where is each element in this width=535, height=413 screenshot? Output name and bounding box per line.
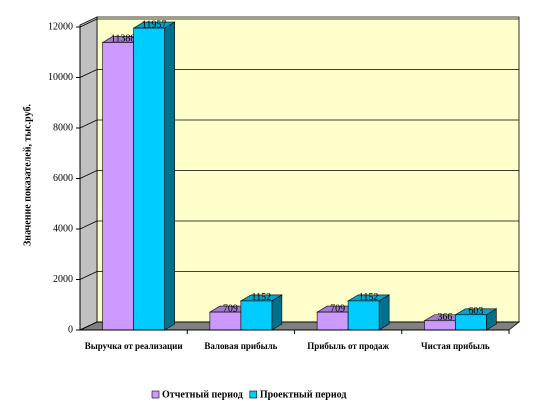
bar-side	[164, 21, 175, 331]
bar	[240, 300, 273, 331]
x-tick-label: Прибыль от продаж	[307, 341, 390, 351]
y-tick-label: 0	[68, 324, 73, 335]
data-label: 11957	[142, 19, 167, 30]
x-tick-label: Чистая прибыль	[421, 341, 490, 351]
bar	[102, 42, 134, 331]
bar	[133, 27, 165, 331]
data-label: 603	[468, 306, 483, 317]
bar	[316, 311, 349, 331]
y-axis-title: Значение показателей, тыс.руб.	[22, 104, 33, 246]
grid-line	[79, 170, 98, 179]
data-label: 11388	[111, 34, 136, 45]
data-label: 1152	[359, 292, 379, 303]
grid-line	[79, 119, 98, 129]
grid-line	[79, 69, 98, 78]
x-tick-label: Валовая прибыль	[204, 341, 278, 351]
grid-line	[79, 18, 98, 28]
bar	[347, 300, 380, 331]
y-tick-label: 10000	[48, 72, 73, 83]
legend-label: Отчетный период	[162, 389, 243, 400]
legend-label: Проектный период	[260, 389, 347, 400]
bar	[209, 311, 242, 331]
side-wall	[79, 16, 98, 331]
y-tick-label: 2000	[53, 274, 73, 285]
y-tick-label: 6000	[53, 173, 73, 184]
y-tick-label: 4000	[53, 223, 73, 234]
grid-line	[79, 271, 98, 280]
legend-swatch	[249, 390, 258, 399]
legend-swatch	[151, 390, 160, 399]
data-label: 709	[223, 303, 238, 314]
y-tick-label: 12000	[48, 21, 73, 32]
grid-line	[79, 321, 98, 331]
data-label: 709	[330, 303, 345, 314]
data-label: 1152	[252, 292, 272, 303]
grid-line	[79, 220, 98, 230]
data-label: 366	[437, 312, 452, 323]
x-tick-label: Выручка от реализации	[84, 341, 183, 351]
y-tick-label: 8000	[53, 122, 73, 133]
